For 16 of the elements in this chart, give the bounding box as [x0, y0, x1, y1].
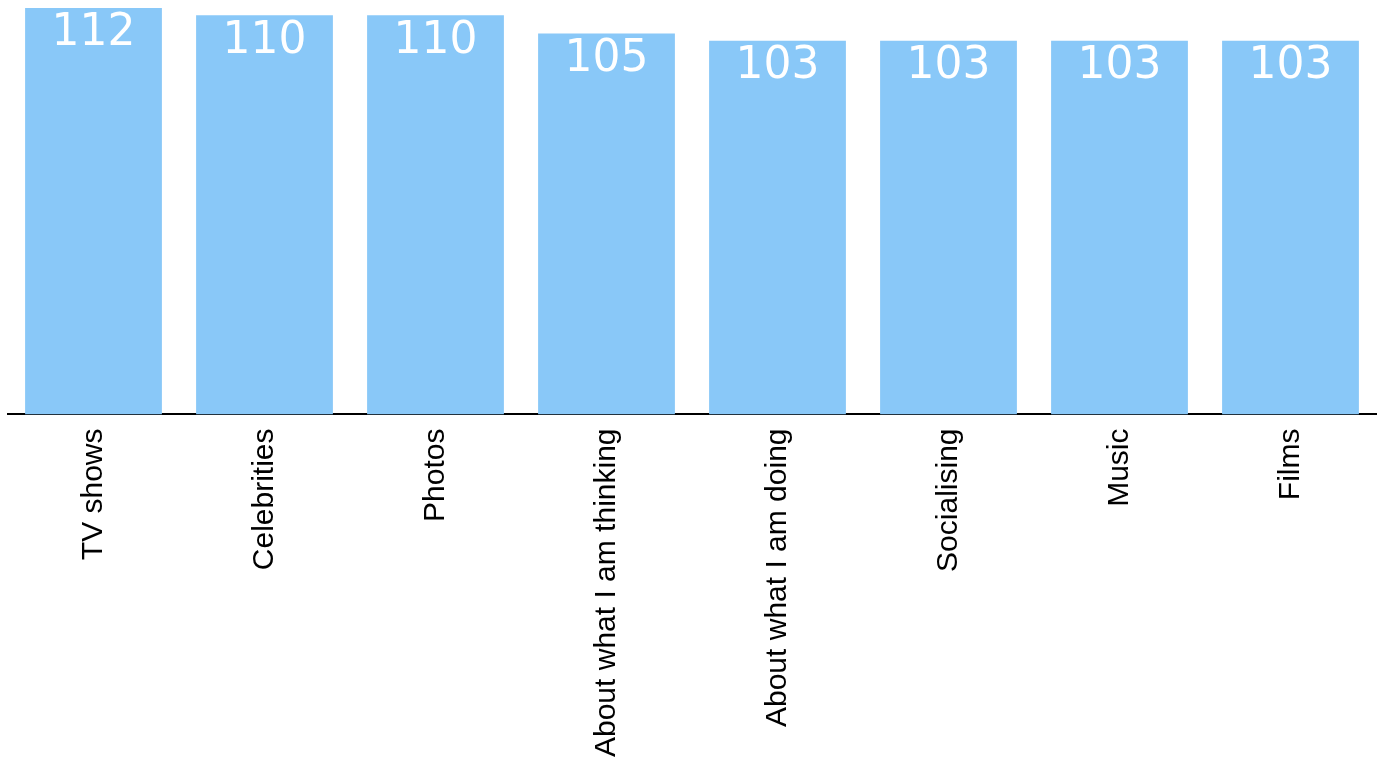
data-label: 103 [906, 37, 991, 89]
x-tick-label: Celebrities [245, 428, 279, 571]
data-label: 110 [222, 11, 307, 63]
x-tick-label: TV shows [74, 428, 108, 561]
x-tick-label: About what I am thinking [587, 428, 621, 758]
data-label: 103 [735, 37, 820, 89]
x-tick-label: Music [1100, 428, 1134, 507]
data-label: 103 [1248, 37, 1333, 89]
x-tick-label: Films [1271, 428, 1305, 501]
x-tick-label: Socialising [929, 428, 963, 572]
x-tick-label: Photos [416, 428, 450, 522]
data-label: 112 [51, 4, 136, 56]
data-label: 105 [564, 29, 649, 81]
data-label: 103 [1077, 37, 1162, 89]
x-tick-label: About what I am doing [758, 428, 792, 728]
data-label: 110 [393, 11, 478, 63]
